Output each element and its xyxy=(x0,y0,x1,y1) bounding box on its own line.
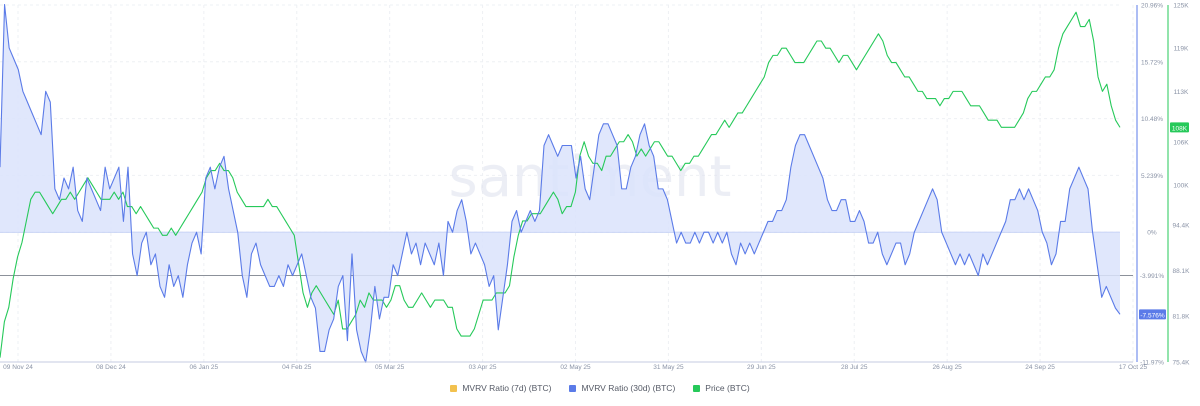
legend-label-mvrv7: MVRV Ratio (7d) (BTC) xyxy=(462,383,552,393)
x-tick-label: 05 Mar 25 xyxy=(375,364,405,371)
x-tick-label: 03 Apr 25 xyxy=(469,364,497,371)
x-tick-label: 04 Feb 25 xyxy=(282,364,312,371)
legend-item-price[interactable]: Price (BTC) xyxy=(693,383,750,393)
legend-swatch-price xyxy=(693,384,701,392)
price-tick-label: 125K xyxy=(1173,3,1189,10)
legend-swatch-mvrv30 xyxy=(569,384,577,392)
legend-item-mvrv7[interactable]: MVRV Ratio (7d) (BTC) xyxy=(450,383,551,393)
x-axis: 09 Nov 24 08 Dec 24 06 Jan 25 04 Feb 25 05 M… xyxy=(0,361,1148,371)
mvrv-tick-label: 10.48% xyxy=(1141,116,1163,123)
mvrv-tick-label: 0% xyxy=(1147,230,1157,237)
x-tick-label: 09 Nov 24 xyxy=(3,364,33,371)
mvrv-last-value-badge xyxy=(1139,309,1166,320)
legend-label-price: Price (BTC) xyxy=(705,383,750,393)
price-tick-label: 119K xyxy=(1174,46,1189,53)
x-tick-label: 02 May 25 xyxy=(560,364,591,371)
chart-legend: MVRV Ratio (7d) (BTC) MVRV Ratio (30d) (… xyxy=(0,378,1200,398)
x-tick-label: 24 Sep 25 xyxy=(1025,364,1055,371)
mvrv30-area xyxy=(0,4,1120,363)
mvrv-tick-label: -3.991% xyxy=(1140,273,1164,280)
legend-label-mvrv30: MVRV Ratio (30d) (BTC) xyxy=(581,383,676,393)
price-tick-label: 106K xyxy=(1173,139,1189,146)
x-tick-label: 26 Aug 25 xyxy=(933,364,963,371)
price-last-value: 108K xyxy=(1172,125,1188,132)
price-tick-label: 94.4K xyxy=(1173,223,1191,230)
price-tick-label: 81.8K xyxy=(1173,313,1191,320)
price-tick-label: 88.1K xyxy=(1173,268,1191,275)
mvrv-tick-label: 15.72% xyxy=(1141,59,1163,66)
chart-canvas: santiment 09 Nov 24 08 Dec 24 06 Jan 25 04 … xyxy=(0,3,1191,371)
mvrv-tick-label: 5.239% xyxy=(1141,173,1163,180)
x-tick-label: 17 Oct 25 xyxy=(1119,364,1148,371)
x-tick-label: 31 May 25 xyxy=(653,364,684,371)
mvrv-axis: 20.96% 15.72% 10.48% 5.239% 0% -3.991% -11.97%… xyxy=(1136,3,1166,367)
price-last-value-badge xyxy=(1170,122,1189,133)
mvrv-tick-label: -11.97% xyxy=(1140,360,1164,367)
price-tick-label: 100K xyxy=(1173,182,1189,189)
price-line xyxy=(0,11,1121,358)
price-axis: 125K 119K 113K 106K 100K 94.4K 88.1K 81.8K 75.4K… xyxy=(1167,3,1191,367)
mvrv30-line xyxy=(0,4,1121,363)
series-lines xyxy=(0,4,1121,363)
mvrv-last-value: -7.576% xyxy=(1140,312,1164,319)
price-tick-label: 75.4K xyxy=(1173,360,1191,367)
mvrv-tick-label: 20.96% xyxy=(1141,3,1163,10)
x-tick-label: 29 Jun 25 xyxy=(747,364,776,371)
legend-item-mvrv30[interactable]: MVRV Ratio (30d) (BTC) xyxy=(569,383,675,393)
legend-swatch-mvrv7 xyxy=(450,384,458,392)
x-tick-label: 06 Jan 25 xyxy=(190,364,219,371)
x-tick-label: 28 Jul 25 xyxy=(841,364,868,371)
price-tick-label: 113K xyxy=(1174,89,1189,96)
mvrv30-fill-area xyxy=(0,4,1133,363)
x-tick-label: 08 Dec 24 xyxy=(96,364,126,371)
